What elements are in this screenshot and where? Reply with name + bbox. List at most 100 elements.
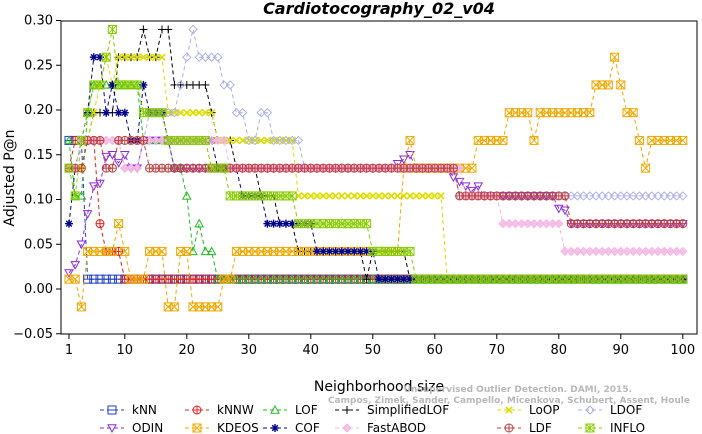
data-point — [381, 275, 390, 284]
data-point — [659, 246, 669, 257]
legend-item-ldof: LDOF — [578, 403, 642, 417]
data-point — [175, 80, 186, 90]
data-point — [101, 52, 111, 62]
data-point — [554, 218, 564, 229]
data-point — [268, 135, 279, 146]
data-point — [151, 135, 161, 146]
data-point — [287, 274, 298, 283]
data-point — [324, 274, 335, 283]
series-line — [69, 29, 683, 197]
series-inflo — [64, 24, 688, 284]
data-point — [498, 218, 508, 229]
legend-label: LOF — [295, 403, 318, 417]
data-point — [553, 204, 564, 214]
data-point — [157, 108, 167, 118]
series-odin — [64, 136, 688, 278]
data-point — [678, 274, 688, 284]
data-point — [275, 219, 284, 228]
data-point — [213, 52, 223, 62]
data-point — [64, 269, 74, 278]
data-point — [176, 108, 185, 117]
legend-label: SimplifiedLOF — [367, 403, 449, 417]
data-point — [344, 192, 352, 200]
data-point — [325, 192, 334, 200]
data-point — [529, 135, 539, 145]
data-point — [678, 135, 688, 145]
data-point — [603, 246, 614, 257]
data-point — [102, 108, 111, 117]
y-axis-label: Adjusted P@n — [2, 129, 18, 226]
data-point — [226, 136, 234, 145]
series-line — [68, 29, 683, 280]
x-tick-label: 10 — [117, 343, 134, 358]
data-point — [194, 218, 205, 228]
data-point — [523, 108, 533, 118]
data-point — [250, 274, 260, 283]
data-point — [578, 191, 589, 201]
x-tick-label: 30 — [241, 343, 258, 358]
data-point — [362, 192, 371, 200]
legend: kNN kNNW LOF SimplifiedLOF LoOP LDOF ODIN KDEOS… — [100, 403, 645, 434]
data-point — [529, 218, 539, 229]
data-point — [342, 423, 352, 433]
data-point — [263, 219, 272, 228]
data-point — [603, 80, 613, 90]
data-point — [504, 423, 514, 433]
data-point — [213, 302, 223, 312]
data-point — [622, 191, 632, 201]
data-point — [76, 240, 87, 250]
y-tick-label: 0.05 — [24, 237, 53, 252]
data-point — [114, 108, 123, 117]
data-point — [270, 404, 280, 414]
data-point — [107, 163, 117, 173]
data-point — [467, 186, 477, 196]
y-tick-label: 0.10 — [24, 193, 53, 208]
y-tick-label: 0.00 — [24, 282, 53, 297]
data-point — [256, 274, 267, 283]
data-point — [274, 274, 285, 283]
series-simplifiedlof — [65, 25, 687, 284]
data-point — [293, 135, 304, 146]
data-point — [107, 405, 117, 415]
data-point — [418, 192, 427, 200]
data-point — [398, 155, 409, 165]
data-point — [355, 274, 366, 283]
legend-label: kNNW — [217, 403, 254, 417]
data-point — [406, 275, 414, 284]
data-point — [121, 53, 129, 61]
legend-label: KDEOS — [217, 421, 259, 434]
data-point — [393, 192, 402, 200]
data-point — [405, 151, 415, 160]
legend-item-odin: ODIN — [100, 421, 163, 434]
data-point — [350, 192, 358, 200]
data-point — [641, 163, 651, 173]
data-point — [207, 108, 216, 117]
legend-label: FastABOD — [367, 421, 426, 434]
legend-item-knn: kNN — [100, 403, 157, 417]
data-point — [138, 274, 148, 284]
data-point — [192, 423, 202, 433]
legend-item-simplifiedlof: SimplifiedLOF — [335, 403, 449, 417]
data-point — [157, 246, 167, 256]
data-point — [343, 274, 353, 283]
data-point — [616, 80, 626, 90]
legend-label: ODIN — [132, 421, 163, 434]
data-point — [300, 192, 309, 200]
data-point — [225, 80, 235, 90]
data-point — [82, 210, 93, 219]
data-point — [219, 80, 229, 90]
data-point — [628, 191, 638, 201]
x-tick-label: 20 — [179, 343, 196, 358]
legend-item-cof: COF — [263, 421, 320, 434]
data-point — [597, 246, 607, 257]
data-point — [566, 246, 576, 257]
y-tick-label: 0.15 — [24, 148, 53, 163]
data-point — [64, 135, 74, 145]
legend-item-inflo: INFLO — [578, 421, 645, 434]
data-point — [182, 52, 192, 62]
x-tick-label: 50 — [365, 343, 382, 358]
data-point — [424, 192, 433, 200]
data-point — [231, 107, 242, 118]
y-tick-label: 0.30 — [24, 14, 53, 29]
data-point — [169, 302, 179, 312]
